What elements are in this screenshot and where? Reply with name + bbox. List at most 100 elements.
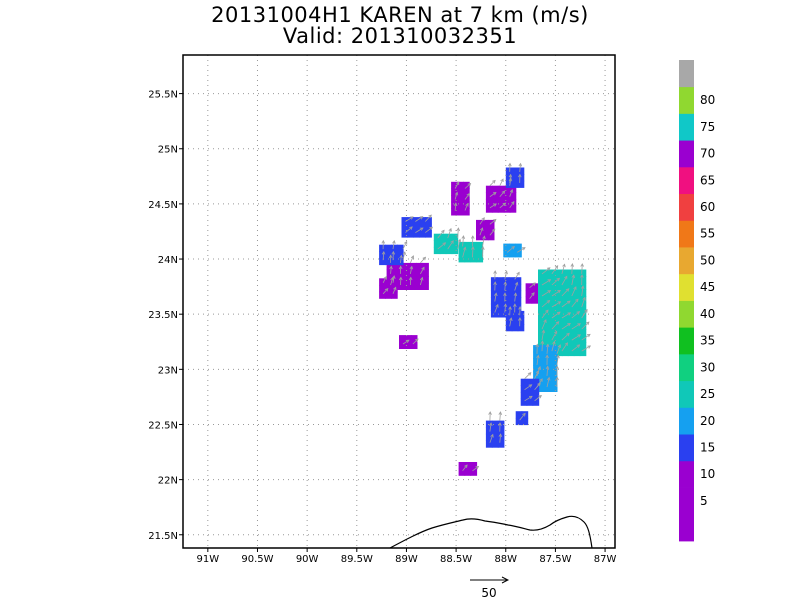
field-cell [567, 322, 575, 330]
field-cell [386, 262, 394, 271]
wind-vector-head [565, 288, 570, 292]
field-cell [503, 185, 511, 193]
wind-vector-head [570, 263, 574, 267]
field-cell [539, 358, 546, 366]
field-cell [410, 269, 417, 277]
wind-vector-head [545, 354, 549, 359]
wind-vector-head [535, 343, 540, 348]
field-cell [410, 262, 417, 271]
wind-vector [462, 235, 464, 247]
field-cell [573, 302, 581, 310]
field-cell [470, 462, 478, 470]
wind-vector [516, 247, 526, 253]
wind-vector-head [495, 303, 499, 308]
colorbar-bin [679, 353, 694, 382]
wind-vector [571, 334, 581, 341]
field-cell [425, 217, 432, 225]
field-cell [485, 420, 493, 428]
field-cell [503, 243, 510, 251]
field-cell [533, 364, 540, 373]
field-region-6 [458, 241, 484, 263]
field-cell [550, 351, 558, 359]
field-cell [491, 192, 499, 200]
field-cell [517, 167, 525, 175]
field-cell [502, 283, 510, 292]
wind-vector-head [493, 203, 497, 207]
field-cell [561, 348, 569, 357]
wind-vector [546, 344, 549, 354]
wind-vector [571, 323, 581, 330]
wind-vector-head [492, 192, 497, 196]
wind-vector-head [408, 276, 413, 281]
wind-vector [519, 163, 521, 172]
field-cell [497, 427, 505, 435]
field-cell [579, 329, 587, 337]
field-cell [497, 440, 505, 448]
field-cell [550, 358, 558, 366]
field-cell [555, 315, 563, 323]
wind-vector-head [393, 286, 397, 291]
wind-vector-head [409, 216, 414, 220]
wind-vector [454, 203, 457, 211]
field-cell [496, 277, 504, 285]
wind-vector [489, 423, 492, 432]
field-cell [526, 385, 534, 393]
colorbar-bin [679, 487, 694, 515]
field-cell [464, 462, 472, 470]
wind-vector-head [454, 191, 459, 196]
field-cell [379, 291, 386, 299]
colorbar-bin [679, 380, 694, 408]
field-cell [379, 251, 386, 259]
wind-vector [541, 290, 551, 297]
wind-vector-head [389, 265, 393, 270]
colorbar-bin [679, 300, 694, 328]
field-cell [531, 283, 539, 291]
wind-vector-head [566, 332, 570, 337]
field-cell [573, 276, 581, 284]
wind-vector [392, 240, 395, 250]
field-cell [515, 417, 523, 426]
field-cell [490, 310, 498, 318]
wind-vector [581, 321, 590, 330]
field-cell [579, 309, 587, 317]
wind-vector-head [514, 281, 519, 286]
wind-vector [546, 366, 549, 376]
wind-vector [464, 183, 471, 189]
wind-vector-head [503, 303, 508, 308]
field-cell [503, 205, 511, 213]
wind-vector [482, 236, 485, 247]
field-region-14 [525, 283, 539, 304]
wind-vector-head [545, 309, 549, 314]
wind-vector [534, 395, 542, 402]
wind-vector-head [409, 265, 414, 270]
wind-vector-head [518, 173, 522, 178]
wind-vector [390, 277, 394, 286]
field-cell [550, 384, 558, 392]
wind-vector-head [543, 319, 547, 323]
wind-vector [382, 288, 389, 295]
field-cell [487, 233, 495, 241]
wind-vector [506, 246, 515, 253]
wind-vector-head [419, 216, 424, 220]
wind-vector-head [552, 340, 556, 345]
wind-vector [571, 298, 579, 308]
field-cell [457, 201, 464, 209]
field-cell [511, 174, 519, 182]
field-cell [532, 378, 540, 386]
wind-vector-head [564, 342, 568, 346]
field-cell [401, 223, 409, 231]
field-cell [509, 185, 517, 193]
field-cell [391, 291, 398, 299]
field-cell [544, 329, 551, 337]
wind-vector [556, 355, 559, 365]
y-tick-label: 21.5N [148, 531, 178, 542]
wind-vector [494, 304, 499, 313]
colorbar-label: 70 [700, 147, 715, 161]
wind-vector-head [465, 202, 469, 207]
field-cell [463, 201, 470, 209]
field-cell [538, 315, 545, 323]
wind-vector [489, 192, 497, 198]
wind-vector-head [508, 177, 513, 182]
field-cell [544, 282, 551, 290]
wind-vector [420, 267, 425, 275]
